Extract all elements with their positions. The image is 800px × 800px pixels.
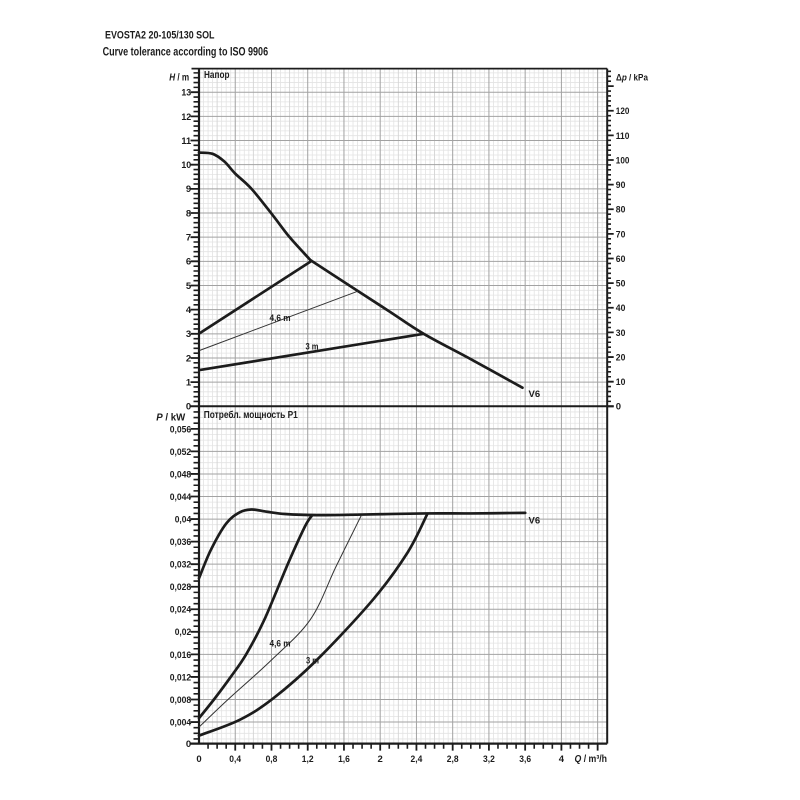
svg-text:10: 10	[616, 377, 626, 388]
svg-text:3,6: 3,6	[519, 754, 531, 765]
svg-text:100: 100	[616, 155, 630, 166]
svg-text:30: 30	[616, 328, 626, 339]
svg-text:0,044: 0,044	[170, 492, 192, 503]
svg-text:3: 3	[186, 329, 191, 340]
svg-text:4,6 m: 4,6 m	[270, 639, 291, 650]
svg-text:3 m: 3 m	[306, 656, 319, 667]
svg-text:0,016: 0,016	[170, 650, 192, 661]
svg-text:0,8: 0,8	[266, 754, 278, 765]
svg-text:90: 90	[616, 180, 626, 191]
svg-text:11: 11	[181, 136, 191, 147]
svg-text:0: 0	[616, 402, 621, 413]
svg-text:Q / m³/h: Q / m³/h	[575, 754, 608, 765]
svg-text:0,008: 0,008	[170, 695, 192, 706]
svg-text:P / kW: P / kW	[156, 413, 186, 424]
svg-text:0,036: 0,036	[170, 537, 192, 548]
svg-text:4: 4	[559, 754, 565, 765]
svg-text:12: 12	[181, 112, 191, 123]
svg-text:9: 9	[186, 184, 191, 195]
svg-text:70: 70	[616, 229, 626, 240]
svg-text:4: 4	[186, 305, 192, 316]
svg-text:50: 50	[616, 279, 626, 290]
svg-text:7: 7	[186, 233, 191, 244]
svg-text:Δp / kPa: Δp / kPa	[616, 72, 648, 82]
svg-text:0,04: 0,04	[175, 515, 192, 526]
svg-text:V6: V6	[529, 389, 541, 400]
svg-text:V6: V6	[529, 516, 541, 527]
svg-text:0,4: 0,4	[229, 754, 241, 765]
svg-text:6: 6	[186, 257, 191, 268]
svg-text:0,052: 0,052	[170, 447, 192, 458]
svg-text:2,8: 2,8	[447, 754, 459, 765]
svg-text:3,2: 3,2	[483, 754, 495, 765]
svg-text:2: 2	[186, 353, 191, 364]
svg-text:2: 2	[378, 754, 383, 765]
svg-text:H / m: H / m	[169, 73, 189, 84]
svg-text:2,4: 2,4	[411, 754, 423, 765]
svg-text:8: 8	[186, 208, 191, 219]
svg-text:1,2: 1,2	[302, 754, 314, 765]
svg-text:0,02: 0,02	[175, 627, 192, 638]
svg-text:0,024: 0,024	[170, 605, 192, 616]
svg-text:0,056: 0,056	[170, 424, 192, 435]
svg-text:1: 1	[186, 378, 192, 389]
svg-text:0,032: 0,032	[170, 560, 192, 571]
svg-text:13: 13	[181, 88, 191, 99]
svg-text:Curve tolerance according to I: Curve tolerance according to ISO 9906	[103, 47, 269, 59]
svg-text:3 m: 3 m	[306, 341, 319, 352]
svg-text:Напор: Напор	[204, 70, 230, 81]
svg-text:10: 10	[181, 160, 191, 171]
svg-text:0: 0	[186, 402, 191, 413]
svg-text:4,6 m: 4,6 m	[270, 313, 291, 324]
svg-text:EVOSTA2 20-105/130 SOL: EVOSTA2 20-105/130 SOL	[105, 30, 215, 42]
svg-text:120: 120	[616, 106, 630, 117]
svg-text:60: 60	[616, 254, 626, 265]
svg-text:Потребл. мощность P1: Потребл. мощность P1	[204, 409, 298, 421]
svg-text:0: 0	[196, 754, 201, 765]
svg-text:110: 110	[616, 131, 630, 142]
svg-text:0: 0	[186, 739, 191, 750]
svg-text:0,028: 0,028	[170, 582, 192, 593]
svg-text:20: 20	[616, 352, 626, 363]
svg-text:1,6: 1,6	[338, 754, 350, 765]
svg-text:0,048: 0,048	[170, 469, 192, 480]
svg-text:40: 40	[616, 303, 626, 314]
svg-text:80: 80	[616, 205, 626, 216]
svg-text:0,004: 0,004	[170, 717, 192, 728]
svg-text:5: 5	[186, 281, 192, 292]
svg-text:0,012: 0,012	[170, 672, 192, 683]
